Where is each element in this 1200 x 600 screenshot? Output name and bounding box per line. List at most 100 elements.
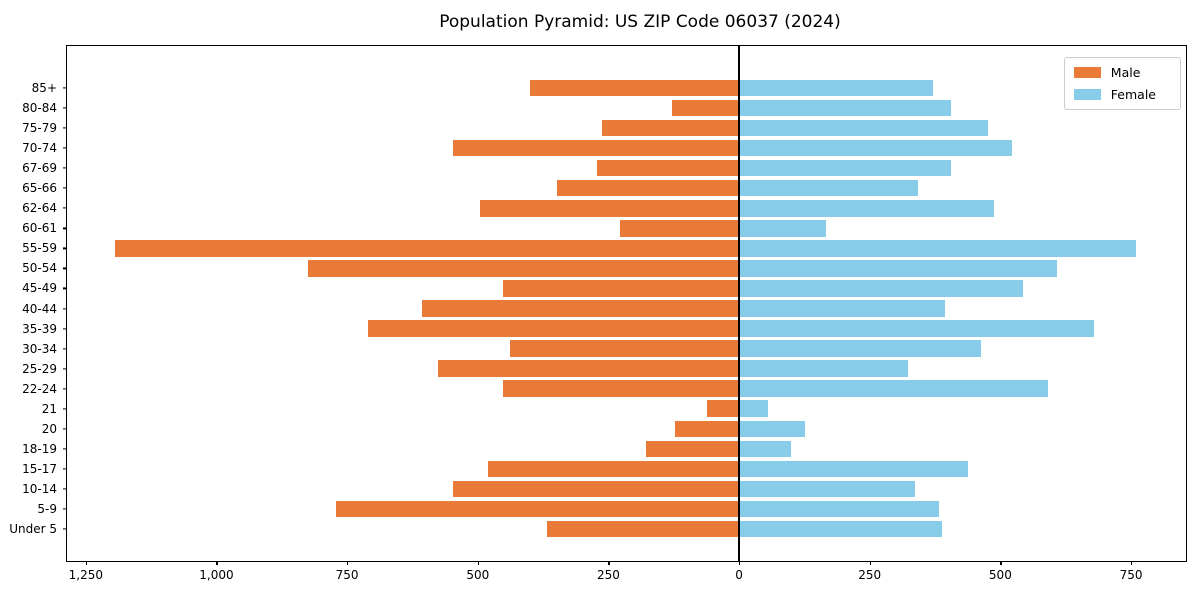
y-axis-tick	[63, 227, 67, 229]
legend-row-female: Female	[1073, 87, 1170, 102]
female-bar	[739, 99, 952, 117]
female-bar	[739, 300, 946, 317]
female-bar	[739, 220, 826, 237]
male-bar	[530, 79, 740, 97]
x-axis-tick-label: 0	[735, 568, 743, 582]
y-axis-tick-label: 15-17	[22, 461, 57, 476]
x-axis-tick-label: 1,250	[68, 568, 103, 582]
y-axis-tick-label: 5-9	[37, 501, 57, 516]
male-swatch	[1073, 67, 1101, 78]
legend-label-male: Male	[1110, 65, 1141, 80]
x-axis-tick-label: 500	[988, 568, 1012, 582]
male-bar	[115, 240, 740, 257]
y-axis-tick-label: 70-74	[22, 141, 57, 156]
y-axis-tick	[63, 347, 67, 350]
female-bar	[739, 420, 805, 438]
female-bar	[739, 159, 952, 177]
y-axis-tick-label: 35-39	[22, 321, 57, 336]
y-axis-tick-label: 45-49	[22, 281, 57, 296]
x-axis-tick	[1000, 561, 1002, 565]
x-axis-tick-label: 250	[858, 568, 882, 582]
male-bar	[335, 500, 740, 518]
y-axis-tick-label: 62-64	[22, 201, 57, 216]
male-bar	[307, 260, 740, 277]
y-axis-tick-label: 21	[41, 401, 57, 416]
y-axis-tick-label: 18-19	[22, 441, 57, 456]
y-axis-tick	[63, 247, 67, 249]
male-bar	[620, 220, 740, 237]
y-axis-tick	[63, 187, 67, 189]
y-axis-tick	[63, 287, 67, 290]
y-axis-tick-label: 60-61	[22, 221, 57, 236]
male-bar	[596, 159, 740, 177]
y-axis-tick	[63, 107, 67, 109]
y-axis-tick-label: Under 5	[9, 522, 57, 536]
x-axis-tick	[1131, 561, 1133, 565]
y-axis-tick	[63, 468, 67, 470]
x-axis-tick-label: 500	[466, 568, 490, 582]
female-bar	[739, 500, 940, 518]
y-axis-tick-label: 22-24	[22, 381, 57, 396]
x-axis-tick-label: 750	[1119, 568, 1143, 582]
male-bar	[368, 320, 740, 337]
male-bar	[452, 480, 740, 498]
y-axis-tick-label: 50-54	[22, 261, 57, 276]
female-bar	[739, 280, 1024, 297]
male-bar	[438, 360, 740, 377]
y-axis-tick	[63, 267, 67, 269]
y-axis-tick	[63, 428, 67, 430]
female-bar	[739, 200, 994, 217]
female-bar	[739, 380, 1049, 397]
male-bar	[675, 420, 740, 438]
female-bar	[739, 480, 916, 498]
male-bar	[672, 99, 740, 117]
y-axis-tick-label: 80-84	[22, 101, 57, 116]
y-axis-tick	[63, 87, 67, 89]
y-axis-tick	[63, 508, 67, 510]
female-bar	[739, 139, 1012, 157]
male-bar	[422, 300, 740, 317]
male-bar	[546, 520, 740, 538]
y-axis-tick	[63, 408, 67, 410]
legend-label-female: Female	[1110, 87, 1156, 102]
legend: Male Female	[1063, 57, 1181, 110]
x-axis-tick-label: 750	[335, 568, 359, 582]
y-axis-tick	[63, 368, 67, 370]
y-axis-tick-label: 20	[41, 421, 57, 436]
female-bar	[739, 340, 982, 357]
female-bar	[739, 400, 768, 417]
male-bar	[557, 179, 740, 197]
y-axis-tick-label: 10-14	[22, 481, 57, 496]
y-axis-tick-label: 67-69	[22, 161, 57, 176]
y-axis-tick	[63, 388, 67, 390]
female-bar	[739, 440, 792, 458]
y-axis-tick	[63, 488, 67, 490]
female-bar	[739, 520, 942, 538]
male-bar	[646, 440, 740, 458]
y-axis-tick	[63, 327, 67, 330]
y-axis-tick-label: 55-59	[22, 241, 57, 256]
female-bar	[739, 460, 969, 478]
female-bar	[739, 179, 918, 197]
plot-area: 85+ 80-84 75-79 70-74 67-69 65-66 62-64 60-61 55…	[9, 45, 1187, 582]
chart-title: Population Pyramid: US ZIP Code 06037 (2…	[439, 12, 841, 32]
female-swatch	[1073, 89, 1101, 100]
y-axis-tick	[63, 528, 67, 530]
y-axis-tick-label: 75-79	[22, 121, 57, 136]
female-bar	[739, 119, 988, 137]
zero-axis-line	[738, 46, 740, 561]
female-bar	[739, 260, 1057, 277]
y-axis-tick-label: 85+	[31, 81, 57, 95]
male-bar	[480, 200, 740, 217]
x-axis-tick-label: 250	[596, 568, 620, 582]
y-axis-tick	[63, 147, 67, 149]
male-bar	[502, 380, 740, 397]
y-axis-tick-label: 30-34	[22, 341, 57, 356]
y-axis-tick-label: 40-44	[22, 301, 57, 316]
male-bar	[487, 460, 740, 478]
y-axis-tick-label: 25-29	[22, 361, 57, 376]
y-axis-tick	[63, 207, 67, 209]
y-axis-tick	[63, 307, 67, 310]
female-bar	[739, 360, 908, 377]
